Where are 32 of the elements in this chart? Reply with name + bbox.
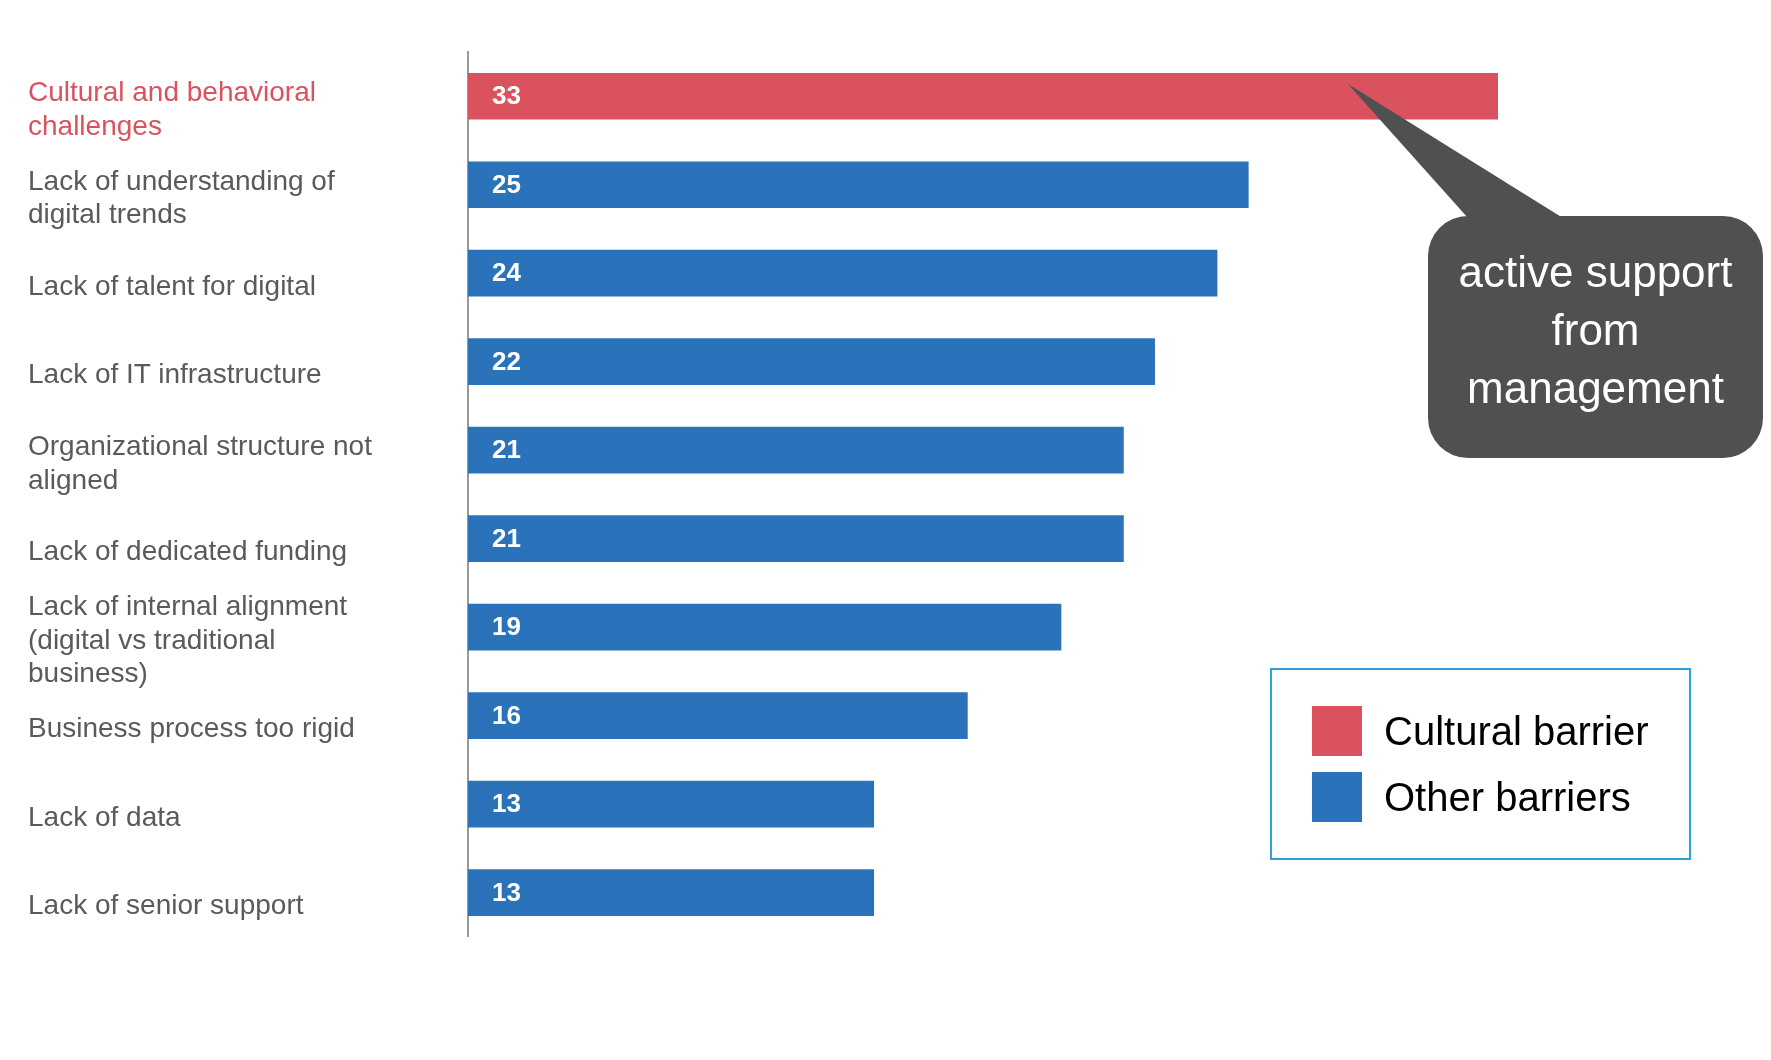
bar: [467, 603, 1062, 651]
y-tick-label: Lack of talent for digital: [28, 269, 316, 301]
annotation: active support from management: [1457, 246, 1734, 414]
y-tick-label: Organizational structure not aligned: [28, 430, 373, 495]
bar: [467, 249, 1218, 297]
data-label: 13: [491, 876, 521, 907]
bar: [467, 515, 1124, 562]
bar: [467, 426, 1124, 474]
data-label: 16: [491, 699, 521, 730]
data-label: 21: [491, 522, 521, 553]
bar: [467, 869, 875, 916]
data-label: 24: [491, 257, 522, 288]
bar: [467, 692, 968, 739]
y-tick-label: Lack of senior support: [28, 889, 304, 921]
legend-label: Cultural barrier: [1384, 708, 1649, 754]
y-tick-label: Business process too rigid: [28, 712, 355, 744]
y-tick-label: Lack of internal alignment (digital vs traditional business): [28, 590, 348, 689]
data-label: 19: [491, 611, 521, 642]
data-label: 13: [491, 788, 521, 819]
bar: [467, 338, 1155, 386]
y-tick-label: Lack of dedicated funding: [28, 535, 348, 567]
data-label: 25: [491, 168, 521, 199]
y-tick-label: Lack of data: [28, 800, 181, 832]
data-label: 22: [491, 345, 521, 376]
y-tick-label: Lack of IT infrastructure: [28, 358, 322, 390]
bar: [467, 161, 1249, 209]
data-label: 21: [491, 434, 521, 465]
legend-label: Other barriers: [1384, 774, 1631, 820]
data-label: 33: [491, 80, 521, 111]
y-tick-label: Cultural and behavioral challenges: [28, 76, 316, 141]
y-tick-label: Lack of understanding of digital trends: [28, 164, 335, 230]
bar: [467, 780, 875, 828]
